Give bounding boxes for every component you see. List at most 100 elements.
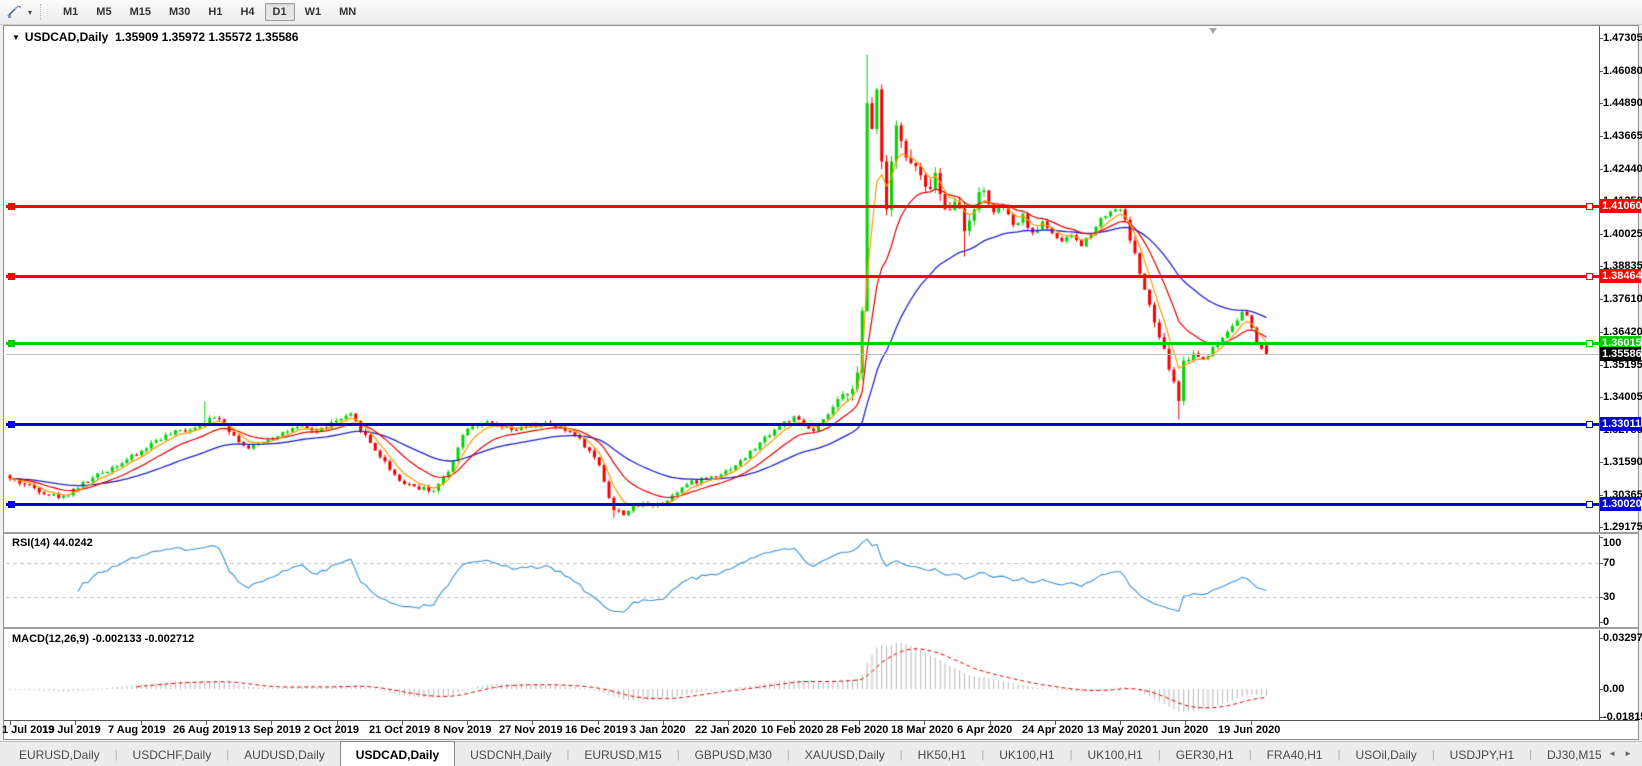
chart-tab-dj30[interactable]: DJ30,M15 (1547, 747, 1602, 762)
macd-tick-mark (1599, 717, 1603, 718)
level-price-label: 1.41060 (1600, 199, 1642, 213)
tab-separator: | (676, 748, 680, 761)
chart-tab-gbpusd[interactable]: GBPUSD,M30 (694, 747, 772, 762)
date-tick-mark (924, 721, 925, 725)
chart-shift-marker-icon (1209, 28, 1217, 34)
level-price-label: 1.33011 (1600, 417, 1642, 431)
tab-scroll-left-icon[interactable]: ◄ (1608, 749, 1617, 758)
timeframe-button-m1[interactable]: M1 (63, 6, 79, 18)
date-tick-label: 18 Mar 2020 (891, 724, 954, 736)
date-tick-mark (337, 721, 338, 725)
rsi-tick-label: 30 (1603, 591, 1616, 603)
date-tick-label: 6 Apr 2020 (957, 724, 1013, 736)
rsi-tick-label: 0 (1603, 616, 1610, 628)
price-tick-mark (1599, 495, 1603, 496)
chart-tab-usdchf[interactable]: USDCHF,Daily (132, 747, 212, 762)
pane-splitter-rsi[interactable] (4, 532, 1638, 535)
hline-1.36015[interactable] (6, 342, 1599, 345)
hline-1.30020[interactable] (6, 503, 1599, 506)
macd-tick-label: 0.00 (1603, 683, 1625, 695)
rsi-tick-mark (1599, 563, 1603, 564)
chart-tab-eurusd[interactable]: EURUSD,Daily (19, 747, 100, 762)
date-tick-mark (141, 721, 142, 725)
timeframe-button-m5[interactable]: M5 (96, 6, 112, 18)
date-tick-mark (271, 721, 272, 725)
chart-tab-usoil[interactable]: USOil,Daily (1355, 747, 1417, 762)
tab-separator: | (114, 748, 118, 761)
time-axis-line (4, 720, 1638, 721)
chart-tab-usdcad[interactable]: USDCAD,Daily (339, 741, 456, 766)
tab-separator: | (1157, 748, 1161, 761)
chart-tab-xauusd[interactable]: XAUUSD,Daily (804, 747, 885, 762)
price-tick-mark (1599, 527, 1603, 528)
date-tick-mark (75, 721, 76, 725)
date-tick-mark (532, 721, 533, 725)
chart-tab-usdcnh[interactable]: USDCNH,Daily (470, 747, 552, 762)
price-tick-mark (1599, 397, 1603, 398)
ohlc-values: 1.35909 1.35972 1.35572 1.35586 (108, 30, 299, 44)
date-tick-label: 10 Feb 2020 (761, 724, 824, 736)
timeframe-button-m15[interactable]: M15 (129, 6, 151, 18)
tab-separator: | (1337, 748, 1341, 761)
date-tick-mark (663, 721, 664, 725)
price-tick-mark (1599, 462, 1603, 463)
chart-tab-uk100[interactable]: UK100,H1 (999, 747, 1055, 762)
hline-1.41060[interactable] (6, 205, 1599, 208)
date-tick-label: 16 Dec 2019 (565, 724, 628, 736)
date-tick-label: 21 Oct 2019 (369, 724, 431, 736)
chart-tab-fra40[interactable]: FRA40,H1 (1266, 747, 1323, 762)
timeframe-button-m30[interactable]: M30 (168, 6, 191, 18)
price-tick-label: 1.42440 (1603, 163, 1642, 175)
chart-tab-usdjpy[interactable]: USDJPY,H1 (1449, 747, 1515, 762)
macd-tick-mark (1599, 638, 1603, 639)
price-tick-mark (1599, 136, 1603, 137)
macd-pane-canvas[interactable] (6, 630, 1599, 721)
rsi-tick-mark (1599, 537, 1603, 538)
rsi-pane-canvas[interactable] (6, 535, 1599, 627)
pane-splitter-macd[interactable] (4, 627, 1638, 630)
timeframe-button-w1[interactable]: W1 (304, 6, 322, 18)
bid-price-line (6, 354, 1599, 355)
tab-scroll-right-icon[interactable]: ► (1624, 749, 1632, 758)
chart-tab-eurusd[interactable]: EURUSD,M15 (584, 747, 662, 762)
chart-tab-uk100[interactable]: UK100,H1 (1087, 747, 1143, 762)
toolbar-caret-icon[interactable]: ▾ (27, 7, 32, 17)
chart-tab-hk50[interactable]: HK50,H1 (917, 747, 967, 762)
timeframe-button-mn[interactable]: MN (339, 6, 357, 18)
hline-left-handle[interactable] (8, 340, 15, 347)
date-tick-mark (794, 721, 795, 725)
hline-1.38464[interactable] (6, 275, 1599, 278)
hline-right-handle[interactable] (1586, 203, 1593, 210)
timeframe-button-d1[interactable]: D1 (264, 3, 295, 21)
chart-tab-audusd[interactable]: AUDUSD,Daily (244, 747, 325, 762)
price-tick-mark (1599, 299, 1603, 300)
price-tick-label: 1.31590 (1603, 456, 1642, 468)
date-tick-label: 28 Feb 2020 (826, 724, 889, 736)
hline-left-handle[interactable] (8, 203, 15, 210)
price-tick-mark (1599, 266, 1603, 267)
hline-right-handle[interactable] (1586, 501, 1593, 508)
price-tick-mark (1599, 234, 1603, 235)
timeframe-button-h1[interactable]: H1 (208, 6, 223, 18)
price-pane-canvas[interactable] (6, 26, 1599, 533)
date-tick-label: 13 May 2020 (1087, 724, 1152, 736)
hline-right-handle[interactable] (1586, 273, 1593, 280)
date-tick-label: 19 Jun 2020 (1218, 724, 1281, 736)
hline-right-handle[interactable] (1586, 340, 1593, 347)
chart-mode-icon[interactable] (4, 3, 24, 21)
hline-left-handle[interactable] (8, 501, 15, 508)
level-price-label: 1.38464 (1600, 269, 1642, 283)
date-tick-label: 13 Sep 2019 (238, 724, 301, 736)
hline-1.33011[interactable] (6, 423, 1599, 426)
symbol-caret-icon[interactable]: ▼ (12, 33, 20, 42)
hline-right-handle[interactable] (1586, 421, 1593, 428)
hline-left-handle[interactable] (8, 421, 15, 428)
chart-tab-ger30[interactable]: GER30,H1 (1175, 747, 1234, 762)
price-tick-label: 1.40025 (1603, 228, 1642, 240)
price-tick-mark (1599, 365, 1603, 366)
tab-separator: | (899, 748, 903, 761)
level-price-label: 1.36015 (1600, 336, 1642, 350)
timeframe-button-h4[interactable]: H4 (240, 6, 255, 18)
rsi-tick-mark (1599, 622, 1603, 623)
hline-left-handle[interactable] (8, 273, 15, 280)
